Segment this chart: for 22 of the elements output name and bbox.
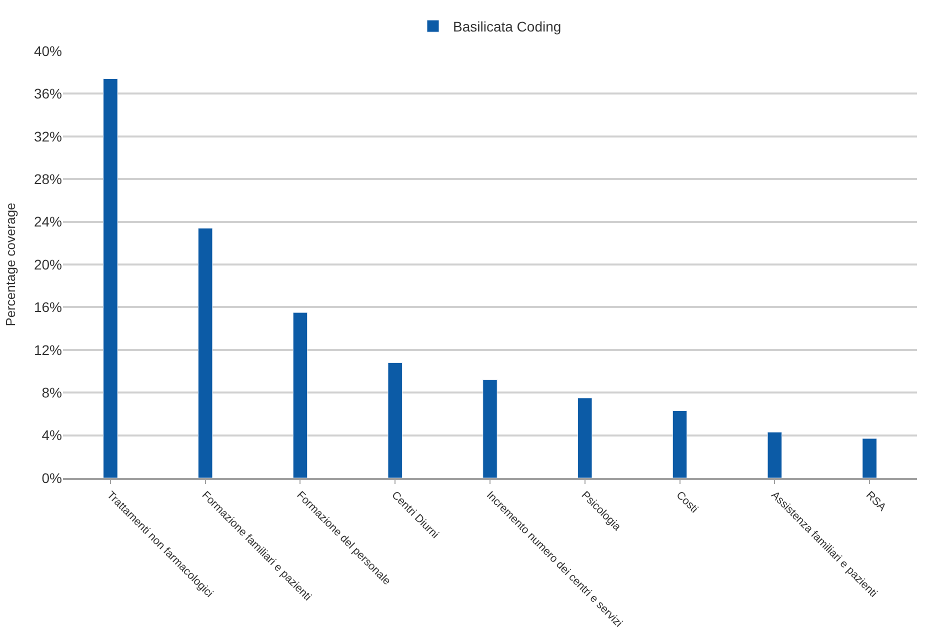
bar bbox=[103, 78, 118, 478]
bar bbox=[578, 398, 592, 478]
y-tick-label: 16% bbox=[34, 299, 62, 316]
bar bbox=[862, 438, 877, 478]
bar bbox=[672, 410, 688, 478]
bar bbox=[198, 228, 213, 478]
bar bbox=[292, 312, 308, 478]
y-tick-label: 4% bbox=[42, 427, 62, 444]
y-tick-label: 24% bbox=[34, 214, 62, 230]
y-tick-label: 40% bbox=[34, 42, 62, 59]
y-tick-label: 0% bbox=[42, 470, 62, 486]
y-tick-label: 12% bbox=[34, 342, 62, 358]
y-tick-label: 20% bbox=[34, 256, 62, 272]
y-tick-label: 8% bbox=[42, 384, 62, 400]
bar bbox=[767, 432, 782, 478]
legend-label: Basilicata Coding bbox=[453, 18, 562, 35]
y-tick-label: 32% bbox=[34, 128, 62, 144]
bar bbox=[388, 362, 402, 478]
bar bbox=[482, 380, 498, 478]
y-tick-label: 36% bbox=[34, 86, 62, 102]
y-axis-title: Percentage coverage bbox=[2, 202, 18, 326]
y-tick-label: 28% bbox=[34, 171, 62, 187]
